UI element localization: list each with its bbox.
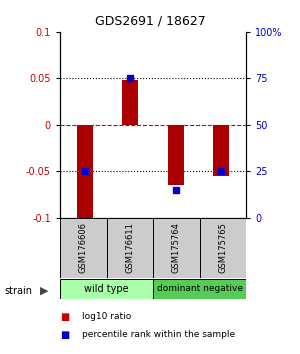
Text: GDS2691 / 18627: GDS2691 / 18627 bbox=[94, 14, 206, 27]
Text: ■: ■ bbox=[60, 312, 69, 322]
Text: GSM175764: GSM175764 bbox=[172, 222, 181, 273]
Text: GSM175765: GSM175765 bbox=[218, 222, 227, 273]
Bar bbox=[122, 80, 138, 125]
Text: percentile rank within the sample: percentile rank within the sample bbox=[82, 330, 236, 339]
Text: dominant negative: dominant negative bbox=[157, 284, 242, 293]
Bar bbox=[153, 279, 246, 299]
Bar bbox=[168, 125, 184, 185]
Bar bbox=[213, 125, 229, 176]
Text: ■: ■ bbox=[60, 330, 69, 339]
Text: log10 ratio: log10 ratio bbox=[82, 312, 132, 321]
Text: GSM176606: GSM176606 bbox=[79, 222, 88, 273]
Bar bbox=[153, 218, 200, 278]
Bar bbox=[200, 218, 246, 278]
Text: ▶: ▶ bbox=[40, 286, 49, 296]
Bar bbox=[77, 125, 93, 219]
Bar bbox=[60, 279, 153, 299]
Bar bbox=[106, 218, 153, 278]
Text: GSM176611: GSM176611 bbox=[125, 222, 134, 273]
Text: strain: strain bbox=[4, 286, 32, 296]
Bar bbox=[60, 218, 106, 278]
Text: wild type: wild type bbox=[84, 284, 129, 294]
